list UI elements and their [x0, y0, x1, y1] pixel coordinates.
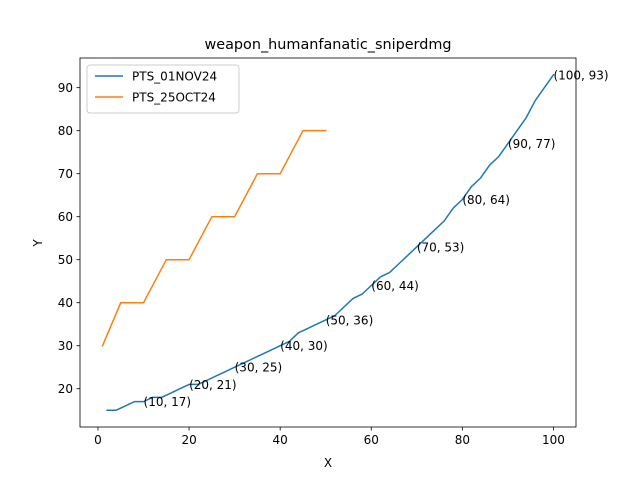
y-tick-label: 80 — [58, 124, 73, 138]
y-tick-label: 30 — [58, 339, 73, 353]
legend-label-1: PTS_25OCT24 — [132, 91, 216, 105]
axes-frame — [79, 57, 577, 428]
x-tick-label: 40 — [273, 433, 288, 447]
annotation-label: (70, 53) — [417, 240, 465, 254]
y-axis-label: Y — [31, 239, 45, 248]
annotation-label: (90, 77) — [508, 137, 556, 151]
annotation-label: (50, 36) — [326, 313, 374, 327]
series-line-0 — [106, 73, 555, 411]
x-tick-label: 80 — [455, 433, 470, 447]
annotation-label: (80, 64) — [462, 193, 510, 207]
y-tick-label: 20 — [58, 382, 73, 396]
axes: 0 20 40 60 80 100 20 30 40 50 60 70 80 90 — [58, 57, 577, 447]
x-tick-label: 0 — [94, 433, 102, 447]
annotation-label: (40, 30) — [280, 339, 328, 353]
annotation-label: (10, 17) — [144, 395, 192, 409]
chart-title: weapon_humanfanatic_sniperdmg — [204, 37, 451, 53]
annotation-label: (30, 25) — [235, 361, 283, 375]
y-tick-label: 50 — [58, 253, 73, 267]
legend-box — [86, 64, 240, 114]
y-tick-label: 60 — [58, 210, 73, 224]
y-tick-label: 40 — [58, 296, 73, 310]
legend: PTS_01NOV24 PTS_25OCT24 — [86, 64, 240, 114]
plot-area: (10, 17) (20, 21) (30, 25) (40, 30) (50, 36)… — [101, 68, 609, 411]
x-tick-label: 20 — [181, 433, 196, 447]
annotation-label: (100, 93) — [553, 68, 608, 82]
annotation-label: (20, 21) — [189, 378, 237, 392]
annotation-label: (60, 44) — [371, 279, 419, 293]
y-tick-label: 70 — [58, 167, 73, 181]
legend-label-0: PTS_01NOV24 — [132, 70, 217, 84]
series-line-1 — [101, 129, 327, 347]
x-tick-label: 60 — [364, 433, 379, 447]
x-tick-label: 100 — [542, 433, 565, 447]
x-axis-label: X — [324, 456, 332, 470]
y-tick-label: 90 — [58, 81, 73, 95]
